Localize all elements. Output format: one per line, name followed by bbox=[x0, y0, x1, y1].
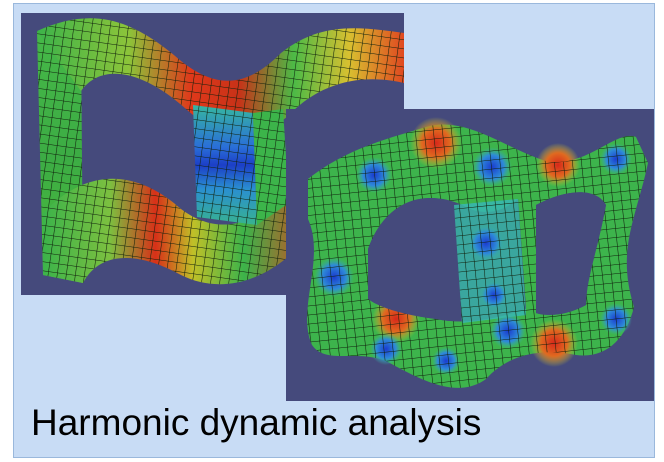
fea-mode-image-2 bbox=[286, 109, 654, 401]
figure-panel: Harmonic dynamic analysis bbox=[13, 3, 655, 458]
figure-caption: Harmonic dynamic analysis bbox=[31, 402, 482, 443]
fea-mode-image-1 bbox=[21, 13, 404, 295]
